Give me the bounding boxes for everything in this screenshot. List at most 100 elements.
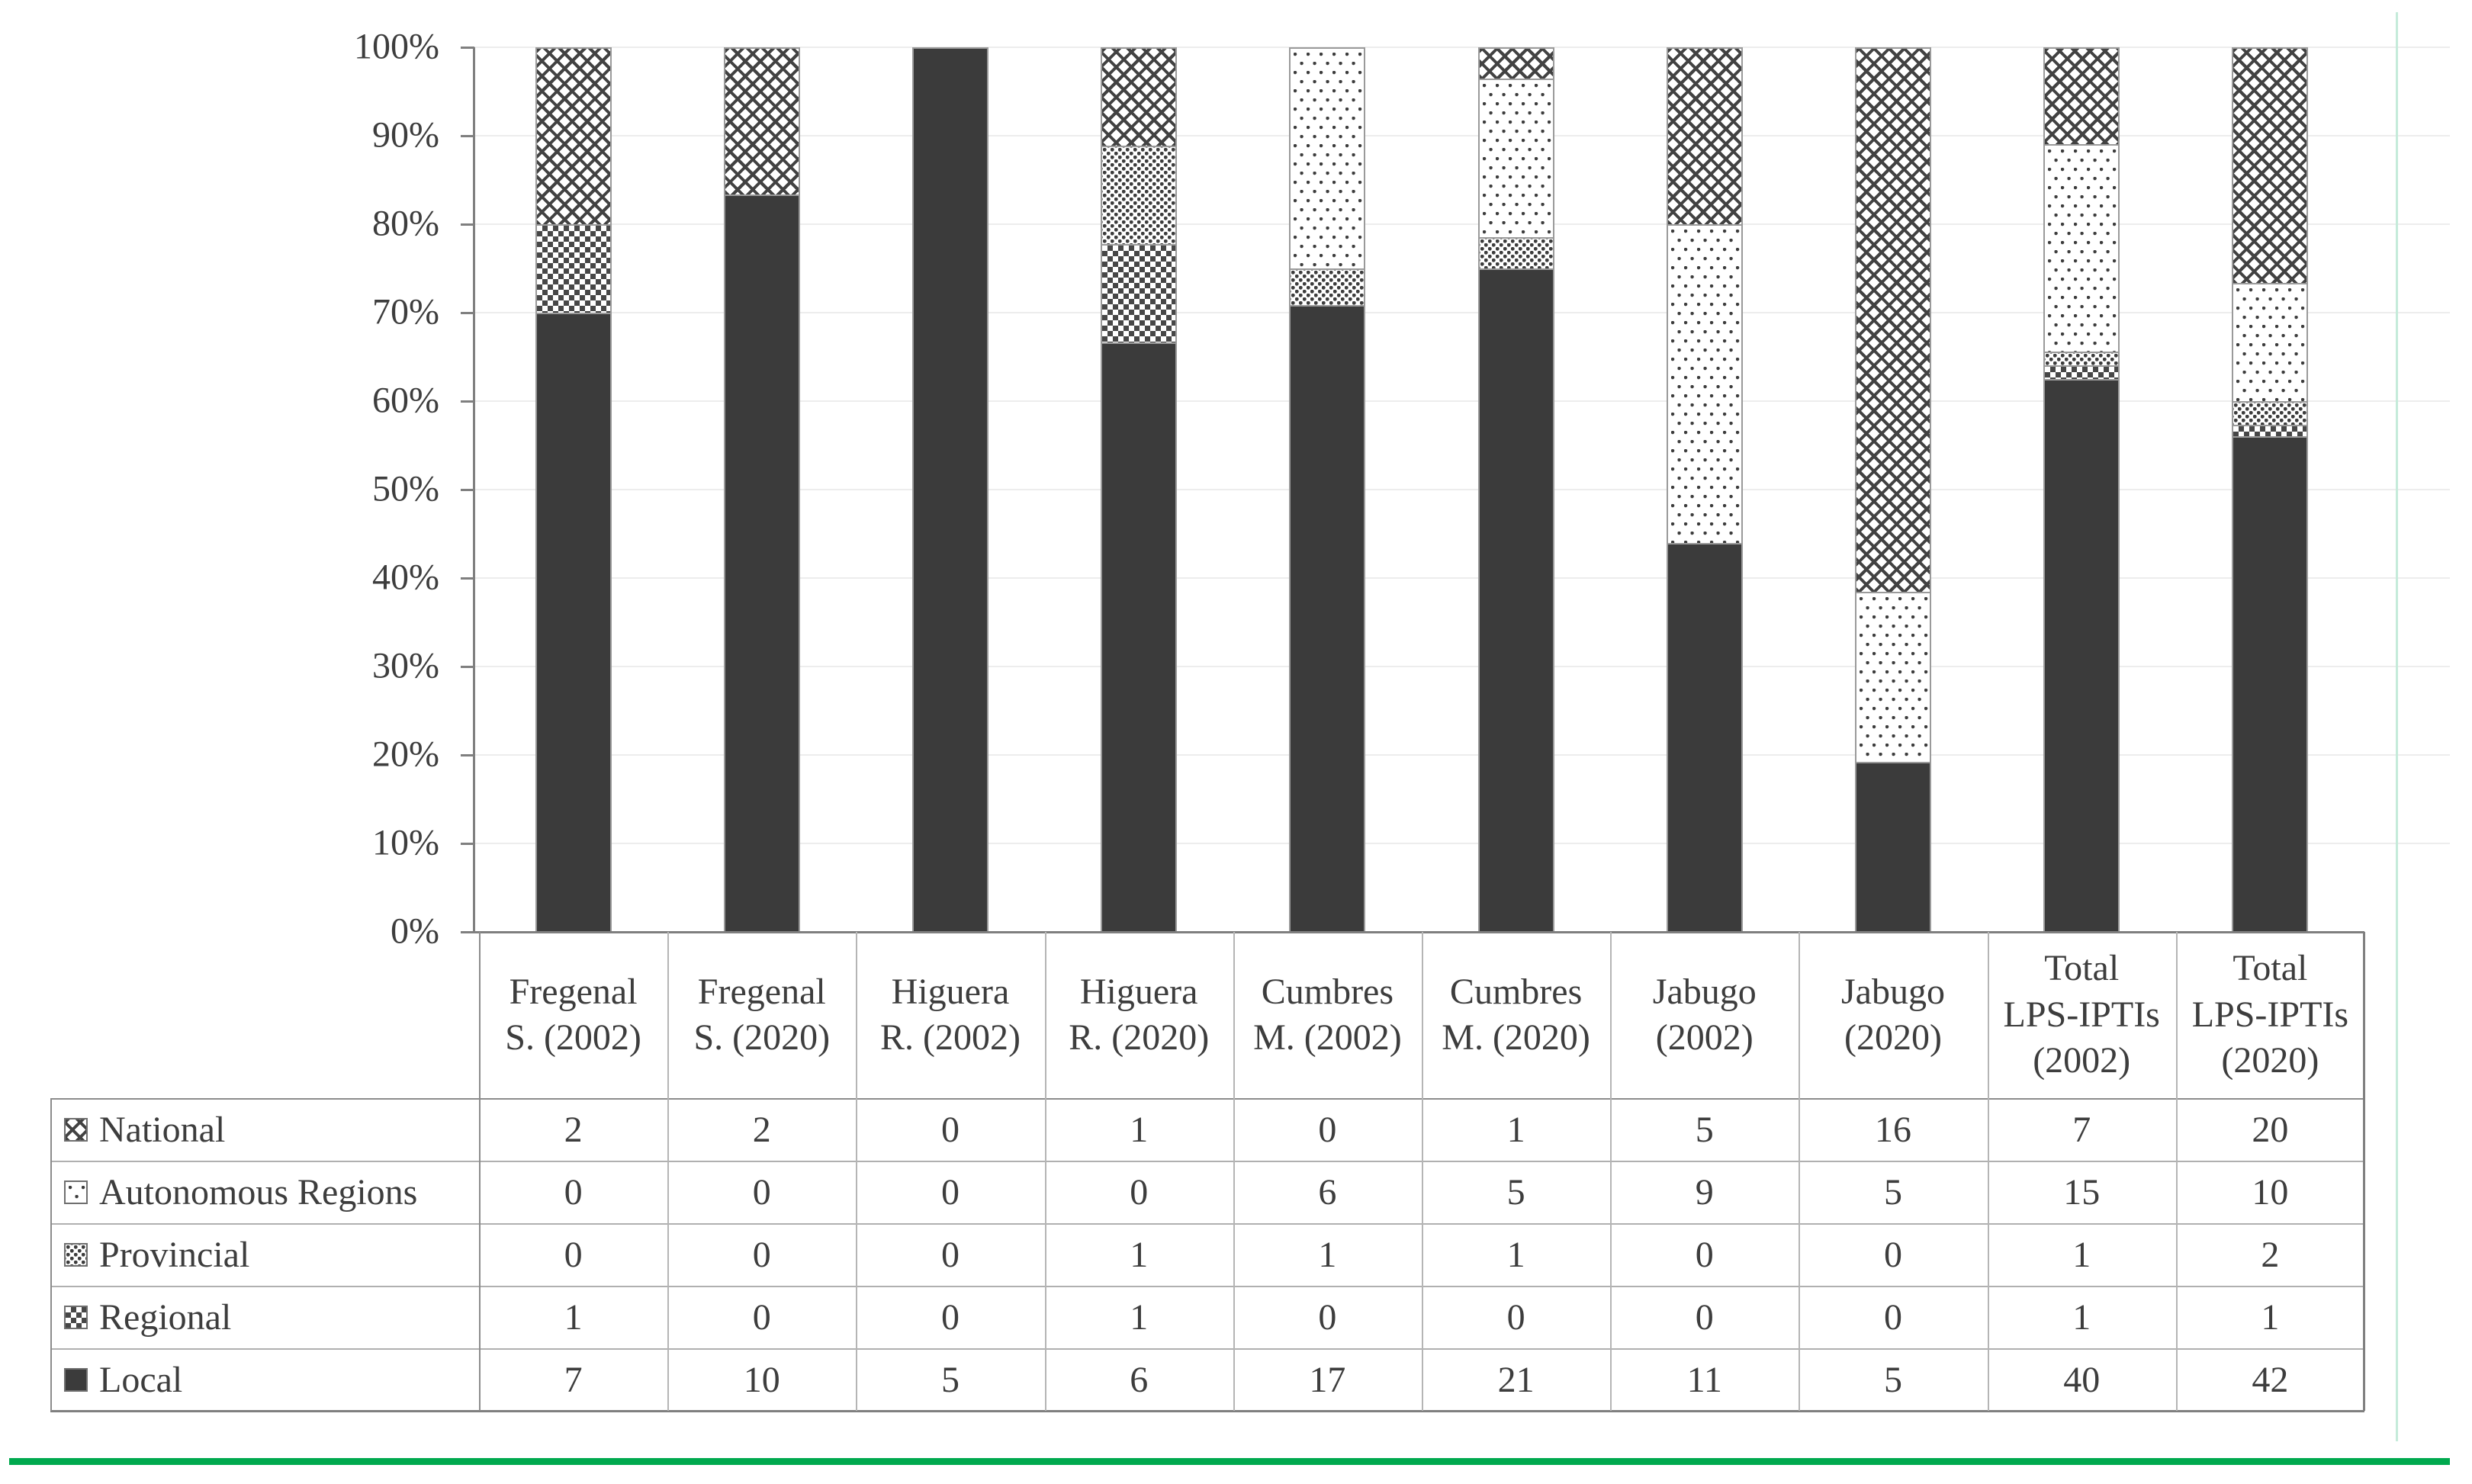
table-value-cell: 0 — [940, 1234, 960, 1275]
y-axis-tick — [461, 577, 474, 580]
bar-segment-local — [1289, 305, 1365, 932]
bar-segment-national — [1667, 47, 1743, 224]
legend-swatch-checkerboard-icon — [64, 1305, 88, 1329]
table-value-cell: 2 — [564, 1109, 583, 1150]
bar-segment-provincial — [1101, 146, 1177, 244]
table-value-cell: 17 — [1309, 1359, 1346, 1400]
category-header: Cumbres M. (2020) — [1442, 971, 1590, 1058]
table-legend-divider — [479, 932, 481, 1411]
table-value-cell: 40 — [2063, 1359, 2101, 1400]
y-gridline — [473, 666, 2450, 667]
table-column-border — [1610, 932, 1612, 1411]
table-value-cell: 5 — [1883, 1359, 1902, 1400]
bar-segment-local — [1101, 342, 1177, 932]
legend-swatch-solid-icon — [64, 1367, 88, 1392]
table-row-border — [50, 1348, 2364, 1350]
bar-segment-autonomous-regions — [2232, 283, 2308, 401]
category-header: Fregenal S. (2002) — [505, 971, 641, 1058]
bar-segment-national — [1855, 47, 1931, 592]
category-header: Jabugo (2002) — [1652, 971, 1757, 1058]
table-value-cell: 6 — [1318, 1171, 1337, 1213]
y-axis-tick — [461, 47, 474, 49]
table-value-cell: 1 — [564, 1296, 583, 1338]
category-header: Higuera R. (2002) — [879, 971, 1021, 1058]
y-axis-label: 60% — [372, 380, 439, 421]
table-value-cell: 10 — [2252, 1171, 2289, 1213]
y-axis-tick — [461, 931, 474, 933]
table-value-cell: 0 — [940, 1296, 960, 1338]
table-column-border — [1233, 932, 1235, 1411]
bar-segment-regional — [2043, 365, 2120, 379]
table-value-cell: 11 — [1686, 1359, 1722, 1400]
table-value-cell: 0 — [752, 1296, 771, 1338]
category-header: Jabugo (2020) — [1840, 971, 1945, 1058]
table-value-cell: 7 — [564, 1359, 583, 1400]
legend-label: Local — [99, 1359, 183, 1400]
bar-segment-regional — [1101, 244, 1177, 342]
y-gridline — [473, 843, 2450, 844]
bar-segment-local — [2232, 436, 2308, 932]
y-axis-tick — [461, 223, 474, 226]
y-axis-tick — [461, 489, 474, 491]
y-axis-label: 10% — [372, 822, 439, 863]
bar-segment-provincial — [2232, 401, 2308, 425]
table-column-border — [1422, 932, 1423, 1411]
y-axis-label: 0% — [391, 911, 439, 952]
table-value-cell: 0 — [752, 1234, 771, 1275]
table-column-border — [856, 932, 857, 1411]
bar-segment-national — [535, 47, 612, 224]
legend-row-national: National — [50, 1098, 479, 1161]
table-value-cell: 0 — [752, 1171, 771, 1213]
category-header: Fregenal S. (2020) — [693, 971, 831, 1058]
legend-swatch-sparse-dots-icon — [64, 1180, 88, 1204]
bar-segment-local — [1478, 268, 1554, 932]
category-header: Total LPS-IPTIs (2020) — [2191, 948, 2349, 1081]
table-value-cell: 7 — [2072, 1109, 2091, 1150]
legend-label: Regional — [99, 1296, 232, 1338]
table-value-cell: 1 — [1318, 1234, 1337, 1275]
table-value-cell: 0 — [1883, 1296, 1902, 1338]
legend-label: Autonomous Regions — [99, 1171, 418, 1213]
y-gridline — [473, 135, 2450, 137]
bar-segment-local — [724, 194, 800, 932]
legend-row-regional: Regional — [50, 1286, 479, 1348]
legend-label: National — [99, 1109, 226, 1150]
table-value-cell: 0 — [940, 1171, 960, 1213]
table-value-cell: 0 — [564, 1234, 583, 1275]
legend-row-provincial: Provincial — [50, 1223, 479, 1286]
legend-swatch-trellis-crosshatch-icon — [64, 1117, 88, 1142]
table-column-border — [1799, 932, 1800, 1411]
y-axis-label: 50% — [372, 468, 439, 509]
table-value-cell: 6 — [1130, 1359, 1149, 1400]
bar-segment-provincial — [2043, 352, 2120, 365]
y-axis-tick — [461, 400, 474, 403]
green-bottom-rule — [9, 1458, 2450, 1465]
table-value-cell: 1 — [1130, 1234, 1149, 1275]
table-column-border — [1045, 932, 1046, 1411]
y-gridline — [473, 489, 2450, 490]
table-value-cell: 10 — [743, 1359, 780, 1400]
bar-segment-regional — [2232, 425, 2308, 436]
y-axis-label: 20% — [372, 734, 439, 775]
y-axis-label: 100% — [354, 26, 439, 67]
table-value-cell: 1 — [2261, 1296, 2280, 1338]
legend-row-autonomous-regions: Autonomous Regions — [50, 1161, 479, 1223]
table-value-cell: 0 — [1883, 1234, 1902, 1275]
table-value-cell: 42 — [2252, 1359, 2289, 1400]
bar-segment-provincial — [1478, 237, 1554, 268]
y-axis-tick — [461, 843, 474, 845]
bar-segment-autonomous-regions — [1855, 592, 1931, 762]
table-left-border — [50, 1098, 52, 1411]
y-axis-tick — [461, 135, 474, 137]
bar-segment-autonomous-regions — [1478, 79, 1554, 237]
legend-swatch-dense-dots-icon — [64, 1242, 88, 1267]
table-value-cell: 0 — [564, 1171, 583, 1213]
y-axis-label: 80% — [372, 203, 439, 244]
table-value-cell: 1 — [2072, 1234, 2091, 1275]
y-gridline — [473, 577, 2450, 579]
y-gridline — [473, 223, 2450, 225]
y-axis-tick — [461, 312, 474, 314]
